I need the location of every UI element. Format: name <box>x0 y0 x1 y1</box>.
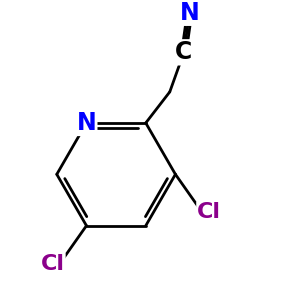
Text: Cl: Cl <box>40 254 64 274</box>
Text: N: N <box>180 1 200 25</box>
Text: Cl: Cl <box>197 202 221 223</box>
Text: N: N <box>76 111 96 135</box>
Text: C: C <box>175 40 193 64</box>
